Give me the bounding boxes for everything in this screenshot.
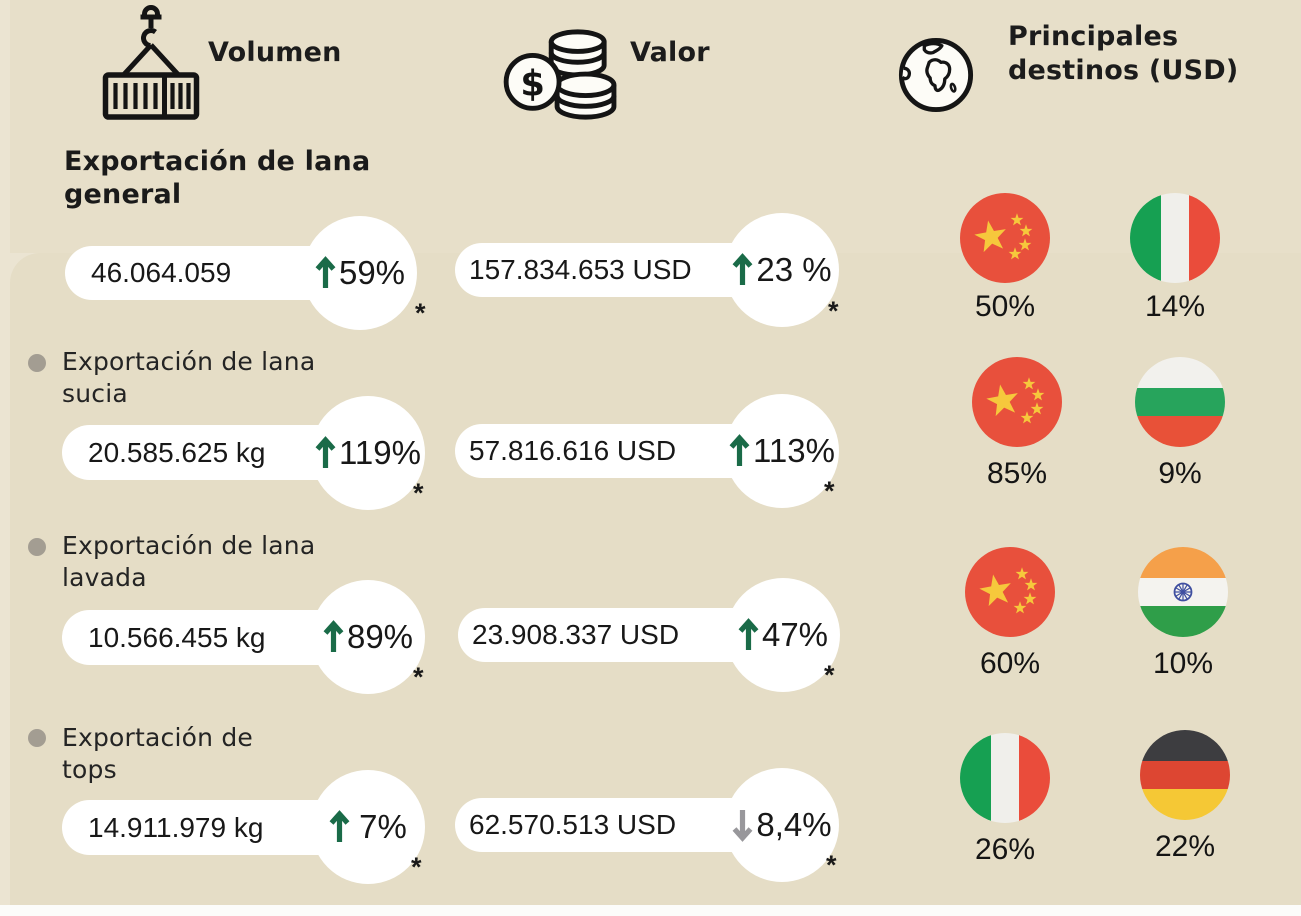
value-trend-bubble: 47%	[726, 578, 840, 692]
up-arrow-icon	[329, 810, 350, 842]
bullet-dot	[28, 354, 46, 372]
value-amount: 62.570.513 USD	[469, 809, 677, 840]
value-amount: 157.834.653 USD	[469, 254, 692, 285]
volume-pill: 46.064.059	[65, 246, 346, 300]
value-trend-bubble: 8,4%	[725, 768, 839, 882]
footnote-asterisk: *	[828, 296, 839, 326]
germany-flag-icon	[1140, 730, 1230, 820]
value-trend-bubble: 23 %	[725, 213, 839, 327]
volume-pill: 20.585.625 kg	[62, 425, 350, 480]
footnote-asterisk: *	[415, 298, 426, 328]
up-arrow-icon	[732, 253, 753, 285]
value-pill: 57.816.616 USD	[455, 424, 771, 478]
value-pill: 23.908.337 USD	[458, 608, 772, 662]
bulgaria-flag-icon	[1135, 357, 1225, 447]
bullet-dot	[28, 538, 46, 556]
italy-flag-icon	[960, 733, 1050, 823]
footnote-asterisk: *	[413, 478, 424, 508]
volume-value: 14.911.979 kg	[88, 811, 264, 843]
volume-change: 119%	[339, 434, 421, 471]
top-band	[10, 0, 1301, 253]
up-arrow-icon	[315, 436, 336, 468]
volume-value: 20.585.625 kg	[88, 436, 266, 468]
volume-trend-bubble: 7%	[311, 770, 425, 884]
up-arrow-icon	[738, 618, 759, 650]
destination-share: 22%	[1154, 830, 1216, 863]
value-pill: 62.570.513 USD	[455, 798, 771, 852]
container-crane-icon	[102, 5, 200, 120]
volume-value: 10.566.455 kg	[88, 621, 266, 653]
volume-pill: 10.566.455 kg	[62, 610, 350, 665]
destination-share: 10%	[1152, 647, 1214, 680]
volume-change: 7%	[359, 808, 407, 845]
footnote-asterisk: *	[824, 660, 835, 690]
footnote-asterisk: *	[411, 852, 422, 882]
value-change: 23 %	[756, 251, 832, 288]
value-amount: 23.908.337 USD	[472, 619, 680, 650]
bullet-dot	[28, 729, 46, 747]
up-arrow-icon	[315, 256, 336, 288]
footnote-asterisk: *	[413, 662, 424, 692]
row-title-tops: Exportación de tops	[62, 723, 253, 784]
up-arrow-icon	[323, 620, 344, 652]
destination-share: 60%	[979, 647, 1041, 680]
footnote-asterisk: *	[826, 850, 837, 880]
bottom-strip	[0, 905, 1301, 916]
volume-change: 59%	[338, 254, 406, 291]
india-flag-icon	[1138, 547, 1228, 637]
china-flag-icon	[972, 357, 1062, 447]
china-flag-icon	[960, 193, 1050, 283]
italy-flag-icon	[1130, 193, 1220, 283]
volume-value: 46.064.059	[91, 257, 232, 288]
destination-share: 14%	[1144, 290, 1206, 323]
volume-trend-bubble: 119%	[311, 396, 425, 510]
globe-icon	[898, 37, 974, 113]
background-card	[10, 253, 1301, 905]
row-title-lana-sucia: Exportación de lana sucia	[62, 347, 316, 408]
value-change: 8,4%	[756, 806, 832, 843]
destination-share: 26%	[974, 833, 1036, 866]
volume-trend-bubble: 59%	[303, 216, 417, 330]
destination-share: 50%	[974, 290, 1036, 323]
coins-icon: $	[503, 29, 617, 120]
volumen-column-label: Volumen	[208, 37, 342, 68]
row-title-lana-lavada: Exportación de lana lavada	[62, 531, 316, 592]
footnote-asterisk: *	[824, 476, 835, 506]
value-trend-bubble: 113%	[725, 394, 839, 508]
value-change: 113%	[753, 432, 835, 469]
row-title-lana-general: Exportación de lana general	[64, 146, 371, 210]
svg-text:$: $	[520, 63, 545, 104]
value-change: 47%	[761, 616, 829, 653]
china-flag-icon	[965, 547, 1055, 637]
valor-column-label: Valor	[630, 37, 710, 68]
volume-pill: 14.911.979 kg	[62, 800, 350, 855]
volume-trend-bubble: 89%	[311, 580, 425, 694]
volume-change: 89%	[346, 618, 414, 655]
destination-share: 9%	[1158, 457, 1202, 490]
down-arrow-icon	[732, 810, 753, 842]
up-arrow-icon	[729, 434, 750, 466]
destination-share: 85%	[986, 457, 1048, 490]
destinos-column-label: Principales destinos (USD)	[1008, 21, 1239, 86]
value-amount: 57.816.616 USD	[469, 435, 677, 466]
value-pill: 157.834.653 USD	[455, 243, 771, 297]
